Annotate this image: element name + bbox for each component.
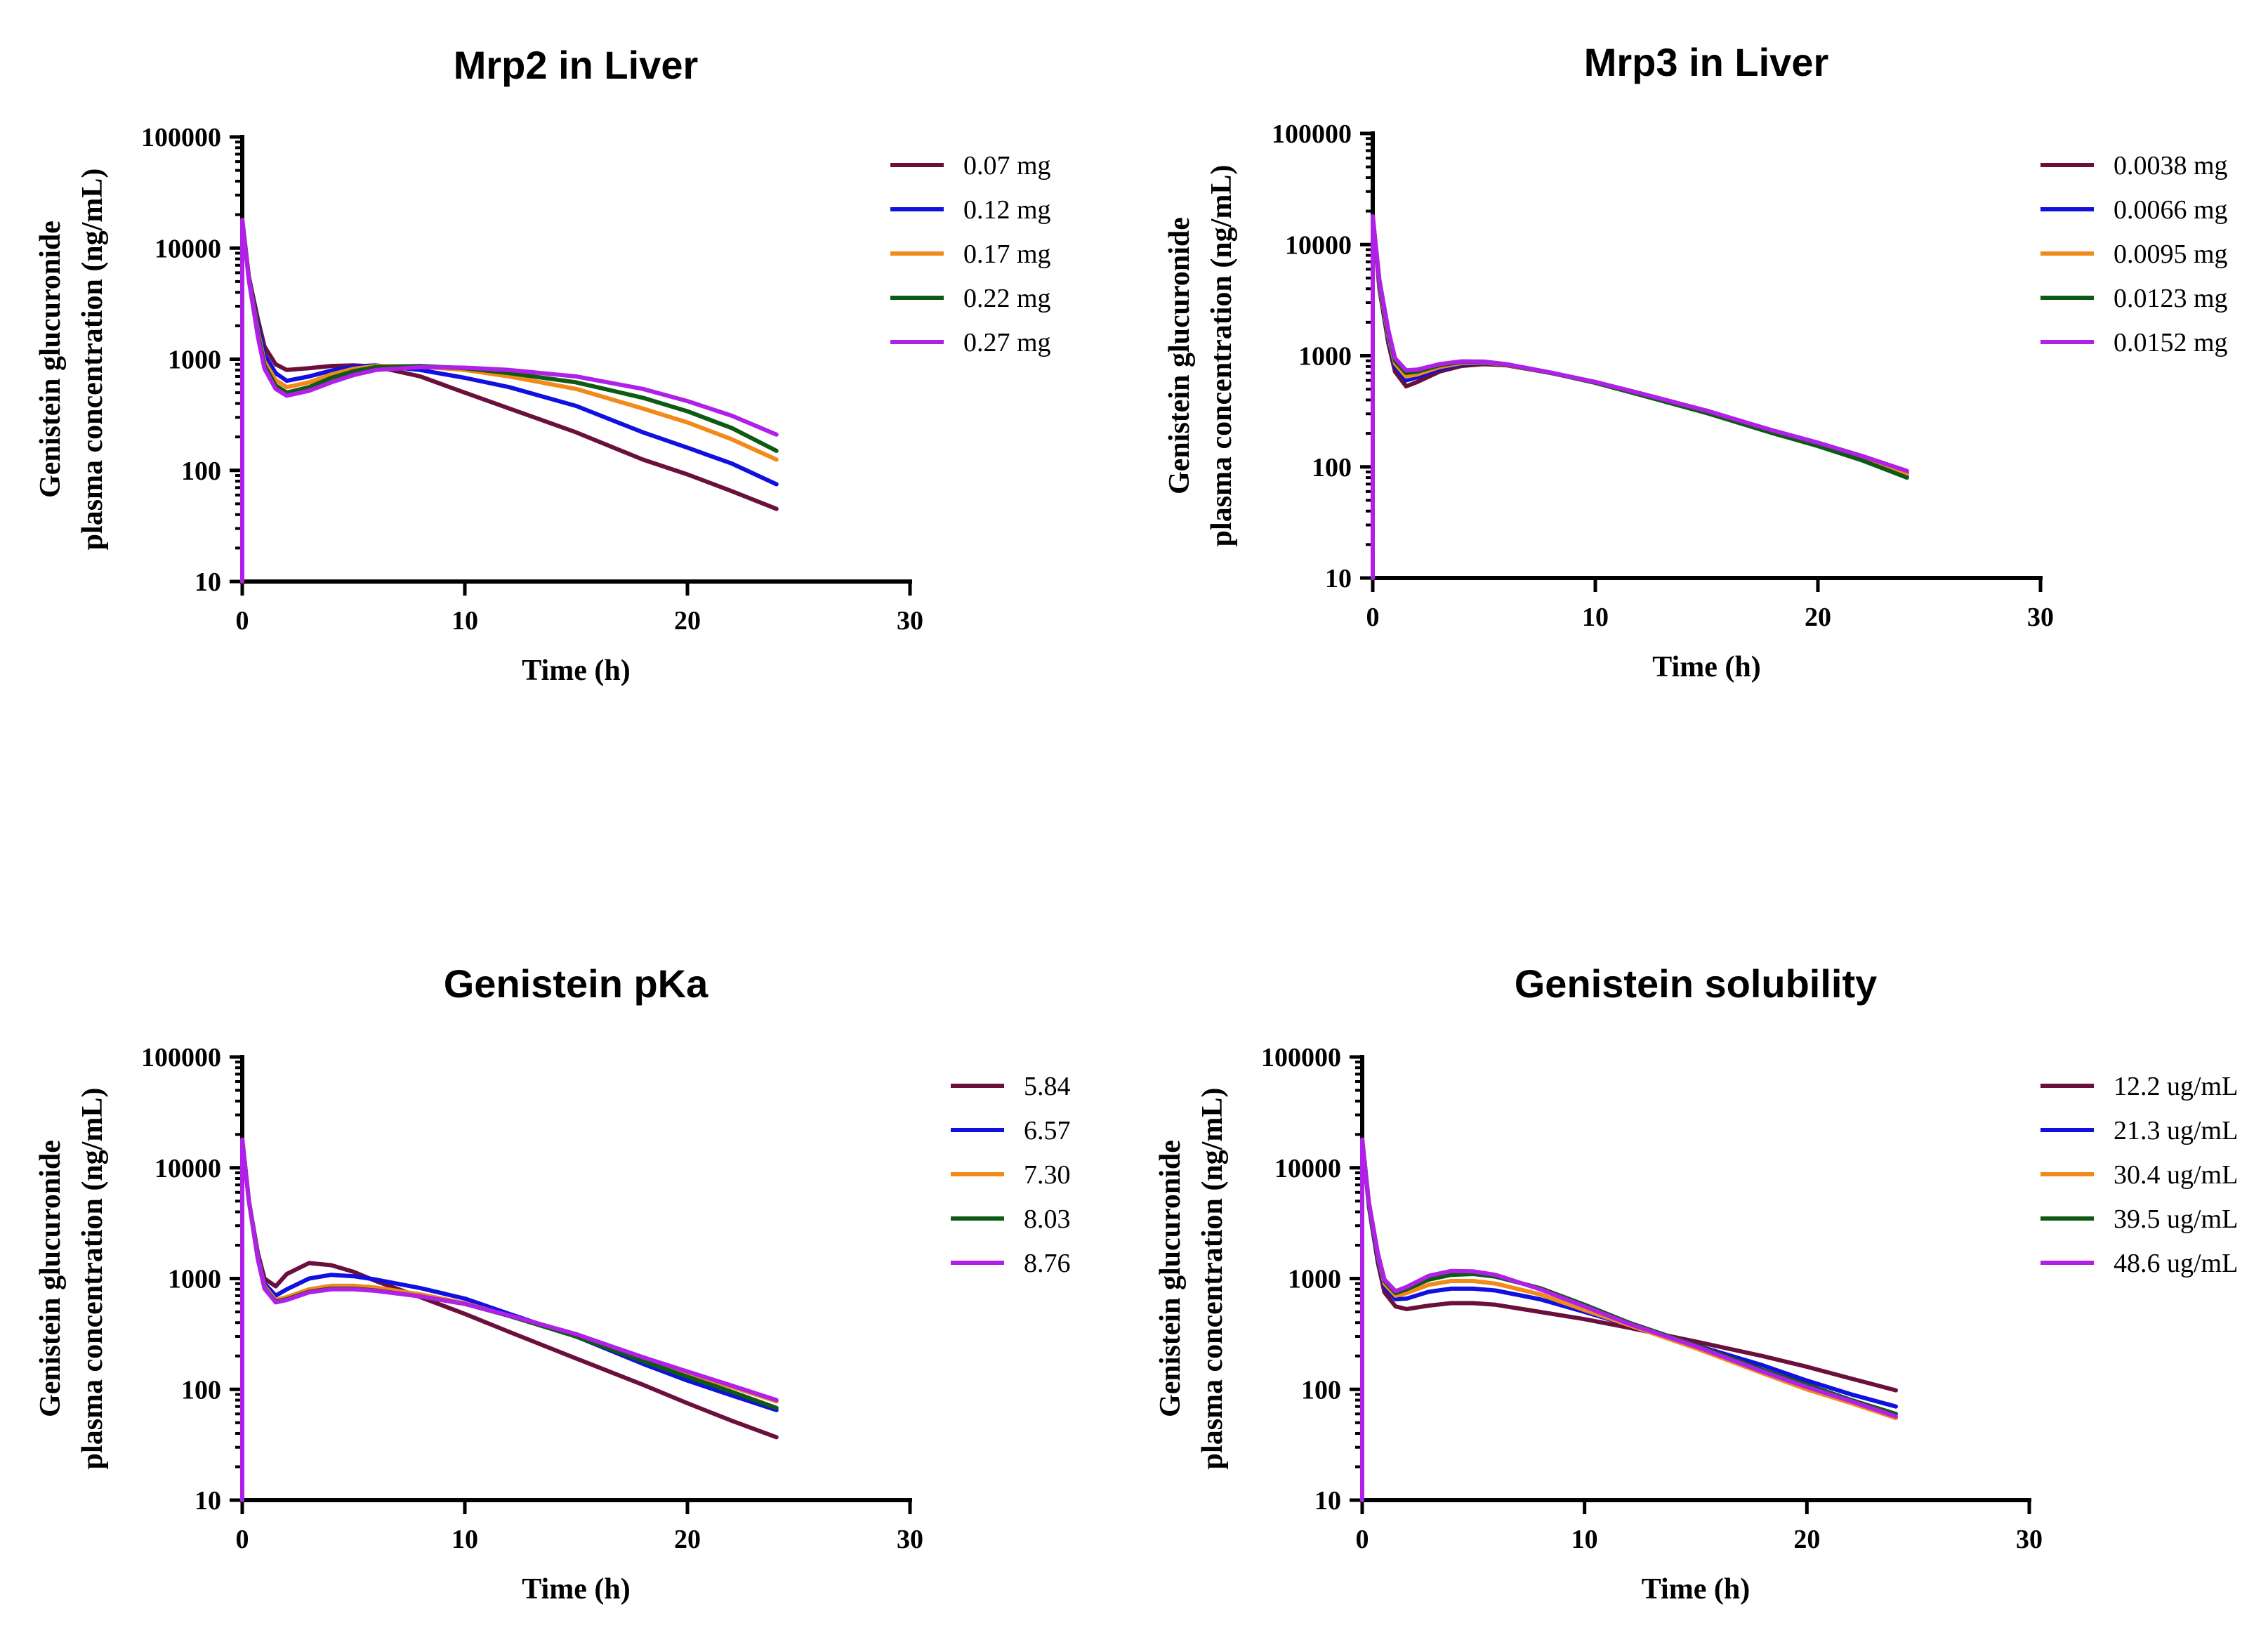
y-tick-label: 10 (195, 567, 221, 597)
y-tick-label: 100 (1301, 1375, 1341, 1405)
series-line-5 (1360, 1137, 1898, 1502)
x-tick-label: 30 (2016, 1525, 2043, 1554)
y-axis-label-line-2: plasma concentration (ng/mL) (1206, 165, 1238, 547)
series-line-3 (1371, 214, 1909, 580)
chart-panel-3: Genistein pKa 10 100 1000 10000 100000 0 10 20 30… (34, 961, 1071, 1605)
legend-label-4: 39.5 ug/mL (2114, 1204, 2238, 1234)
series-line-4 (240, 1137, 779, 1502)
chart-title: Mrp3 in Liver (1584, 40, 1829, 84)
x-tick-label: 0 (236, 1525, 249, 1554)
chart-title: Genistein solubility (1515, 961, 1878, 1006)
legend-label-2: 6.57 (1024, 1116, 1071, 1145)
series-line-3 (240, 1137, 779, 1502)
y-tick-label: 100000 (1261, 1043, 1341, 1072)
legend-label-5: 0.27 mg (963, 328, 1051, 357)
x-axis-label: Time (h) (1642, 1573, 1750, 1605)
series-line-5 (240, 1137, 779, 1502)
series-line-1 (240, 217, 779, 584)
x-tick-label: 30 (897, 606, 923, 636)
x-tick-label: 0 (236, 606, 249, 636)
legend-label-4: 0.0123 mg (2114, 284, 2228, 313)
y-axis-label-line-1: Genistein glucuronide (1154, 1140, 1187, 1417)
y-tick-label: 100000 (141, 1043, 221, 1072)
legend-label-5: 0.0152 mg (2114, 328, 2228, 357)
y-tick-label: 100000 (1272, 119, 1352, 149)
y-axis-label-line-1: Genistein glucuronide (34, 1140, 67, 1417)
x-tick-label: 10 (451, 606, 478, 636)
legend-label-2: 0.12 mg (963, 195, 1051, 225)
chart-panel-1: Mrp2 in Liver 10 100 1000 10000 100000 0 10 20 30… (34, 43, 1051, 687)
series-line-1 (240, 1137, 779, 1502)
y-tick-label: 10000 (1274, 1154, 1341, 1183)
y-tick-label: 100 (1312, 453, 1352, 482)
series-line-2 (1360, 1137, 1898, 1502)
series-line-1 (1360, 1137, 1898, 1502)
series-line-2 (240, 217, 779, 584)
y-tick-label: 10 (195, 1486, 221, 1516)
x-axis-label: Time (h) (1652, 651, 1760, 683)
x-tick-label: 20 (1805, 603, 1831, 632)
y-tick-label: 1000 (1288, 1265, 1341, 1294)
series-line-3 (240, 217, 779, 584)
x-tick-label: 30 (2027, 603, 2054, 632)
y-axis-label-line-2: plasma concentration (ng/mL) (77, 1088, 109, 1470)
y-tick-label: 10 (1314, 1486, 1341, 1516)
y-tick-label: 100 (181, 457, 221, 486)
y-tick-label: 1000 (168, 1265, 221, 1294)
x-tick-label: 30 (897, 1525, 923, 1554)
y-axis-label-line-2: plasma concentration (ng/mL) (77, 169, 109, 551)
x-tick-label: 20 (674, 606, 701, 636)
series-line-4 (1371, 214, 1909, 580)
y-tick-label: 1000 (1298, 342, 1352, 372)
series-line-3 (1360, 1137, 1898, 1502)
series-line-5 (1371, 214, 1909, 580)
x-tick-label: 10 (1571, 1525, 1598, 1554)
chart-title: Mrp2 in Liver (454, 43, 699, 87)
series-line-5 (240, 217, 779, 584)
y-tick-label: 100000 (141, 123, 221, 152)
series-line-4 (1360, 1137, 1898, 1502)
x-axis-label: Time (h) (522, 1573, 630, 1605)
legend-label-2: 0.0066 mg (2114, 195, 2228, 225)
legend-label-3: 7.30 (1024, 1160, 1071, 1190)
y-tick-label: 10000 (154, 1154, 221, 1183)
legend-label-4: 0.22 mg (963, 284, 1051, 313)
legend-label-3: 30.4 ug/mL (2114, 1160, 2238, 1190)
legend-label-1: 5.84 (1024, 1072, 1071, 1101)
legend-label-2: 21.3 ug/mL (2114, 1116, 2238, 1145)
y-axis-label-line-2: plasma concentration (ng/mL) (1196, 1088, 1229, 1470)
chart-panel-2: Mrp3 in Liver 10 100 1000 10000 100000 0 10 20 30… (1163, 40, 2228, 683)
x-tick-label: 10 (1582, 603, 1609, 632)
x-tick-label: 10 (451, 1525, 478, 1554)
y-axis-label-line-1: Genistein glucuronide (1163, 217, 1196, 494)
legend-label-4: 8.03 (1024, 1204, 1071, 1234)
x-tick-label: 0 (1366, 603, 1380, 632)
legend-label-1: 0.07 mg (963, 151, 1051, 180)
series-line-1 (1371, 214, 1909, 580)
chart-title: Genistein pKa (444, 961, 708, 1006)
legend-label-1: 12.2 ug/mL (2114, 1072, 2238, 1101)
x-tick-label: 20 (1793, 1525, 1820, 1554)
x-axis-label: Time (h) (522, 655, 630, 687)
y-tick-label: 10000 (154, 234, 221, 263)
chart-panel-4: Genistein solubility10100100010000100000… (1154, 961, 2238, 1605)
series-line-2 (1371, 214, 1909, 580)
series-line-4 (240, 217, 779, 584)
y-tick-label: 100 (181, 1375, 221, 1405)
series-line-2 (240, 1137, 779, 1502)
legend-label-3: 0.0095 mg (2114, 239, 2228, 269)
y-tick-label: 10000 (1285, 230, 1352, 260)
legend-label-5: 8.76 (1024, 1249, 1071, 1278)
x-tick-label: 20 (674, 1525, 701, 1554)
y-tick-label: 10 (1325, 564, 1352, 593)
legend-label-5: 48.6 ug/mL (2114, 1249, 2238, 1278)
y-tick-label: 1000 (168, 346, 221, 375)
y-axis-label-line-1: Genistein glucuronide (34, 221, 67, 498)
legend-label-1: 0.0038 mg (2114, 151, 2228, 180)
legend-label-3: 0.17 mg (963, 239, 1051, 269)
x-tick-label: 0 (1356, 1525, 1369, 1554)
